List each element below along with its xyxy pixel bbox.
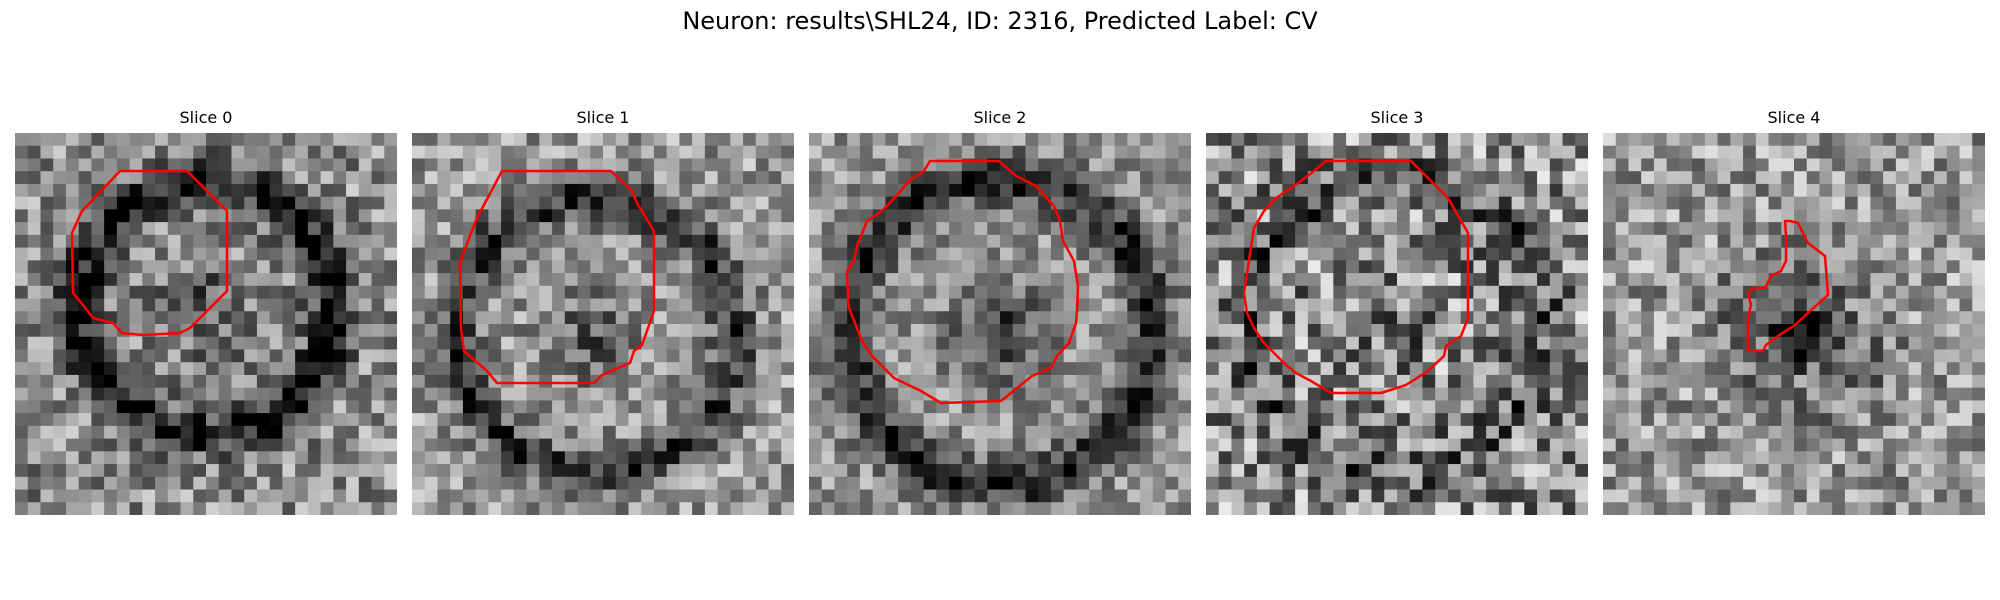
segmentation-contour	[845, 159, 1080, 405]
slice-panel-0: Slice 0	[15, 108, 397, 515]
pixel-grid	[15, 133, 397, 515]
slice-panel-1: Slice 1	[412, 108, 794, 515]
segmentation-contour	[70, 169, 229, 337]
pixel-grid	[1603, 133, 1985, 515]
slice-image	[412, 133, 794, 515]
slice-image	[1206, 133, 1588, 515]
slice-image	[809, 133, 1191, 515]
slice-title: Slice 0	[179, 108, 233, 127]
slice-panel-3: Slice 3	[1206, 108, 1588, 515]
figure-title: Neuron: results\SHL24, ID: 2316, Predict…	[682, 7, 1318, 35]
slice-panel-4: Slice 4	[1603, 108, 1985, 515]
slice-title: Slice 1	[576, 108, 630, 127]
slice-panel-2: Slice 2	[809, 108, 1191, 515]
segmentation-contour	[458, 169, 656, 385]
slice-image	[1603, 133, 1985, 515]
pixel-grid	[1206, 133, 1588, 515]
pixel-grid	[412, 133, 794, 515]
slice-title: Slice 3	[1370, 108, 1424, 127]
slice-image	[15, 133, 397, 515]
pixel-grid	[809, 133, 1191, 515]
segmentation-contour	[1746, 219, 1830, 353]
slice-title: Slice 2	[973, 108, 1027, 127]
slice-title: Slice 4	[1767, 108, 1821, 127]
segmentation-contour	[1242, 159, 1470, 395]
